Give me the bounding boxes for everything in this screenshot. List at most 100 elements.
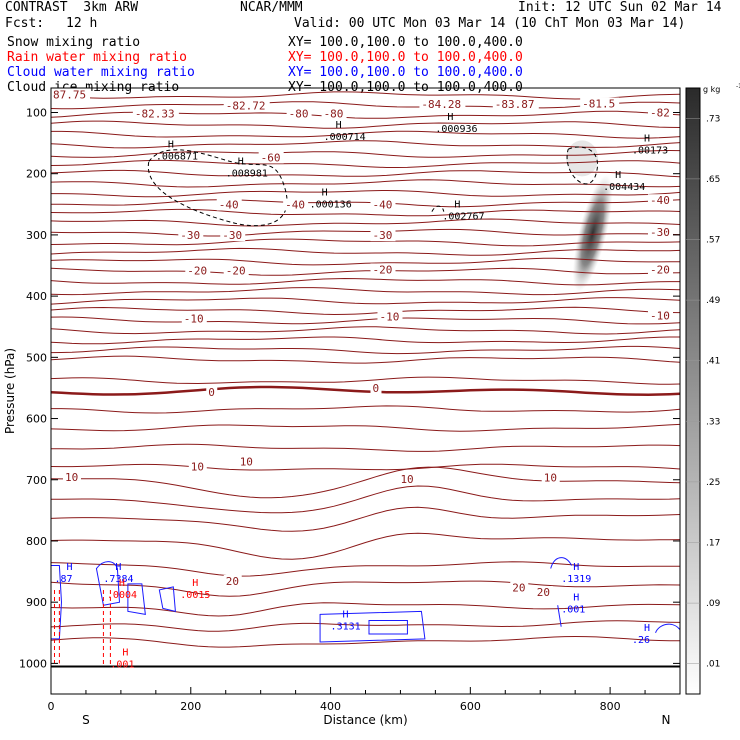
south-label: S <box>82 713 90 727</box>
isotherm-line <box>51 199 681 208</box>
isotherm-line <box>50 485 681 514</box>
isotherm-line <box>50 463 681 471</box>
isotherm-label-bg <box>370 198 396 211</box>
isotherm-line <box>51 130 681 139</box>
y-tick-label: 500 <box>26 351 47 364</box>
isotherm-label: 87.75 <box>53 88 86 101</box>
x-tick-label: 400 <box>320 700 341 713</box>
isotherm-label-bg <box>258 151 284 164</box>
isotherm-label-bg <box>510 581 529 594</box>
isotherm-line <box>50 228 681 237</box>
isotherm-label: 0 <box>372 382 379 395</box>
isotherm-label: -10 <box>379 311 399 324</box>
cloud-water-contour <box>95 561 121 606</box>
legend-cloudwater-xy: XY= 100.0,100.0 to 100.0,400.0 <box>288 65 523 80</box>
isotherm-label-bg <box>223 574 242 587</box>
maximum-marker: H <box>66 562 72 573</box>
isotherm-label-bg <box>188 460 207 473</box>
isotherm-line <box>50 376 681 385</box>
maximum-marker: H <box>454 200 460 211</box>
isotherm-label-bg <box>419 98 466 111</box>
isotherm-label: 10 <box>544 472 557 485</box>
isotherm-label: -40 <box>650 194 670 207</box>
isotherm-line <box>50 297 681 305</box>
isotherm-label: 20 <box>512 582 525 595</box>
maximum-value-label: .7384 <box>103 574 133 585</box>
y-tick-label: 700 <box>26 474 47 487</box>
isotherm-label-bg <box>648 263 673 276</box>
legend-rain-xy: XY= 100.0,100.0 to 100.0,400.0 <box>288 50 523 65</box>
isotherm-line <box>50 345 681 355</box>
isotherm-label-bg <box>62 470 81 483</box>
isotherm-line <box>50 91 681 100</box>
maximum-value-label: .000936 <box>435 124 477 135</box>
colorbar-tick-label: .25 <box>706 478 720 488</box>
isotherm-label: -80 <box>324 107 344 120</box>
maximum-marker: H <box>238 157 244 168</box>
y-tick-label: 1000 <box>19 657 47 670</box>
cloud-water-contour <box>51 564 62 640</box>
isotherm-label-bg <box>377 310 403 323</box>
isotherm-label-bg <box>206 385 218 398</box>
isotherm-label: -80 <box>289 107 309 120</box>
isotherm-label: -20 <box>187 265 207 278</box>
isotherm-line <box>50 602 681 617</box>
isotherm-label-bg <box>580 97 620 110</box>
legend-snow-xy: XY= 100.0,100.0 to 100.0,400.0 <box>288 35 523 50</box>
valid-time: Valid: 00 UTC Mon 03 Mar 14 (10 ChT Mon … <box>294 16 686 31</box>
isotherm-line <box>50 238 681 247</box>
org-label: NCAR/MMM <box>240 0 303 15</box>
isotherm-label-bg <box>648 194 673 207</box>
legend-snow-name: Snow mixing ratio <box>7 35 141 50</box>
isotherm-label: -30 <box>650 226 670 239</box>
isotherm-line <box>50 620 681 632</box>
isotherm-label-bg <box>541 471 560 484</box>
cloud-ice-plume <box>572 175 613 292</box>
isotherm-label-bg <box>51 88 90 101</box>
maximum-marker: H <box>322 187 328 198</box>
rain-water-contour <box>53 589 60 664</box>
isotherm-label-bg <box>223 99 270 112</box>
y-tick-label: 400 <box>26 290 47 303</box>
maximum-marker: H <box>192 578 198 589</box>
isotherm-label: -60 <box>261 151 281 164</box>
init-time: Init: 12 UTC Sun 02 Mar 14 <box>518 0 722 15</box>
forecast-hour: 12 h <box>66 16 98 31</box>
isotherm-label: -10 <box>650 309 670 322</box>
isotherm-label-bg <box>648 106 673 119</box>
colorbar-tick-label: .09 <box>706 599 721 609</box>
colorbar-units-exponent: -1 <box>736 83 740 90</box>
maximum-marker: H <box>447 112 453 123</box>
isotherm-line <box>50 120 681 129</box>
colorbar-tick-label: .01 <box>706 660 720 670</box>
cloud-water-contour <box>127 583 146 616</box>
colorbar-tick-label: .41 <box>706 357 720 367</box>
maximum-value-label: .006871 <box>156 152 198 163</box>
colorbar-tick-label: .57 <box>706 236 720 246</box>
isotherm-label: -84.28 <box>421 98 461 111</box>
isotherm-label-bg <box>181 312 207 325</box>
maximum-marker: H <box>573 562 579 573</box>
isotherm-label: -81.5 <box>582 98 615 111</box>
cloud-water-contour <box>368 620 408 635</box>
maximum-value-label: .0015 <box>180 590 210 601</box>
isotherm-line <box>51 405 681 414</box>
isotherm-line <box>50 101 681 110</box>
isotherm-line <box>50 443 681 452</box>
maximum-marker: H <box>115 562 121 573</box>
x-tick-label: 0 <box>48 700 55 713</box>
isotherm-line <box>50 306 681 316</box>
isotherm-label: 10 <box>191 461 204 474</box>
maximum-marker: H <box>573 593 579 604</box>
isotherm-label-bg <box>283 198 309 211</box>
isotherm-label: 0 <box>208 386 215 399</box>
isotherm-label-bg <box>398 472 417 485</box>
maximum-value-label: .001 <box>561 605 585 616</box>
x-axis-title: Distance (km) <box>323 713 407 727</box>
y-tick-label: 600 <box>26 413 47 426</box>
maximum-value-label: .87 <box>54 574 72 585</box>
isotherm-line <box>50 149 681 158</box>
isotherm-line <box>50 247 681 256</box>
isotherm-line <box>50 287 681 296</box>
